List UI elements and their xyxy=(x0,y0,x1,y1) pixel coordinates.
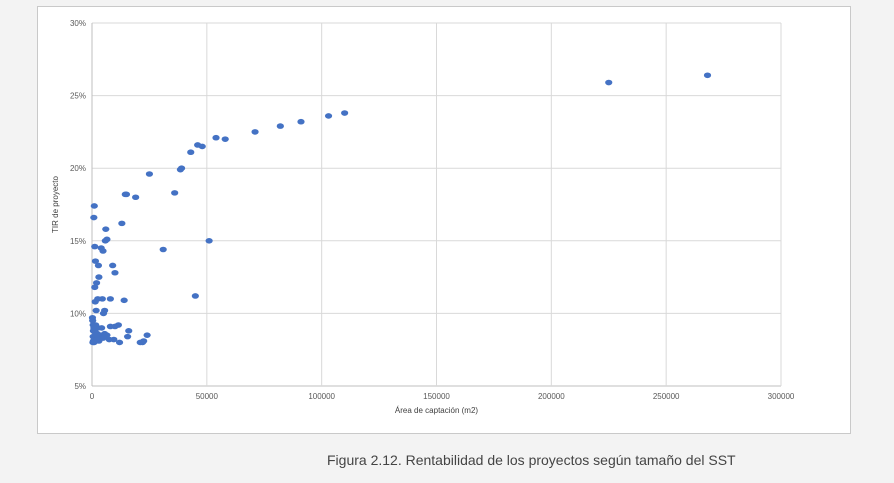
data-points xyxy=(88,72,712,346)
data-point xyxy=(276,123,284,129)
x-tick-label: 0 xyxy=(90,392,95,401)
data-point xyxy=(99,335,107,341)
data-point xyxy=(102,226,110,232)
data-point xyxy=(125,328,133,334)
data-point xyxy=(123,333,132,340)
data-point xyxy=(110,336,118,343)
tick-labels: 5% 10% 15% 20% 25% 30% 0 50000 100000 150000 20000… xyxy=(70,19,795,401)
data-point xyxy=(132,194,140,201)
data-point xyxy=(140,338,148,344)
data-point xyxy=(121,191,129,198)
data-point xyxy=(297,118,305,125)
data-point xyxy=(90,203,98,209)
data-point xyxy=(106,296,114,302)
data-point xyxy=(159,246,167,253)
data-point xyxy=(205,238,213,244)
data-point xyxy=(341,110,349,116)
data-point xyxy=(221,136,229,142)
data-point xyxy=(99,248,107,254)
chart-frame: 5% 10% 15% 20% 25% 30% 0 50000 100000 150000 20000… xyxy=(37,6,851,434)
y-tick-label: 10% xyxy=(70,309,86,318)
data-point xyxy=(171,190,179,196)
data-point xyxy=(114,322,123,328)
data-point xyxy=(91,243,99,250)
data-point xyxy=(111,269,119,276)
x-tick-label: 150000 xyxy=(423,392,450,401)
data-point xyxy=(94,262,103,269)
data-point xyxy=(91,284,99,291)
data-point xyxy=(191,293,199,299)
x-tick-label: 50000 xyxy=(196,392,219,401)
data-point xyxy=(251,129,259,135)
data-point xyxy=(92,307,100,314)
data-point xyxy=(176,166,185,173)
x-tick-label: 250000 xyxy=(653,392,680,401)
data-point xyxy=(101,330,109,337)
data-point xyxy=(324,113,333,119)
figure-caption: Figura 2.12. Rentabilidad de los proyect… xyxy=(327,452,736,468)
scatter-chart: 5% 10% 15% 20% 25% 30% 0 50000 100000 150000 20000… xyxy=(51,19,795,415)
data-point xyxy=(115,339,124,346)
data-point xyxy=(101,238,109,244)
data-point xyxy=(90,214,98,221)
data-point xyxy=(91,298,99,305)
data-point xyxy=(98,325,106,331)
data-point xyxy=(703,72,712,79)
data-point xyxy=(109,262,117,269)
data-point xyxy=(194,142,202,148)
data-point xyxy=(92,280,101,286)
x-axis-title: Área de captación (m2) xyxy=(395,406,478,415)
y-tick-label: 5% xyxy=(74,382,86,391)
data-point xyxy=(91,258,100,264)
y-tick-label: 30% xyxy=(70,19,86,28)
x-tick-label: 100000 xyxy=(308,392,335,401)
data-point xyxy=(605,79,613,86)
data-point xyxy=(95,274,103,280)
y-tick-label: 15% xyxy=(70,237,86,246)
data-point xyxy=(143,332,151,338)
data-point xyxy=(99,310,108,317)
data-point xyxy=(92,332,100,338)
data-point xyxy=(120,297,128,304)
data-point xyxy=(90,325,98,331)
data-point xyxy=(145,171,154,177)
grid-lines xyxy=(91,22,782,387)
x-tick-label: 300000 xyxy=(768,392,795,401)
data-point xyxy=(88,314,97,321)
data-point xyxy=(212,134,220,141)
data-point xyxy=(89,338,97,344)
y-axis-title: TIR de proyecto xyxy=(51,175,60,232)
y-tick-label: 20% xyxy=(70,164,86,173)
x-tick-label: 200000 xyxy=(538,392,565,401)
data-point xyxy=(118,220,126,227)
y-tick-label: 25% xyxy=(70,92,86,101)
data-point xyxy=(187,149,195,156)
